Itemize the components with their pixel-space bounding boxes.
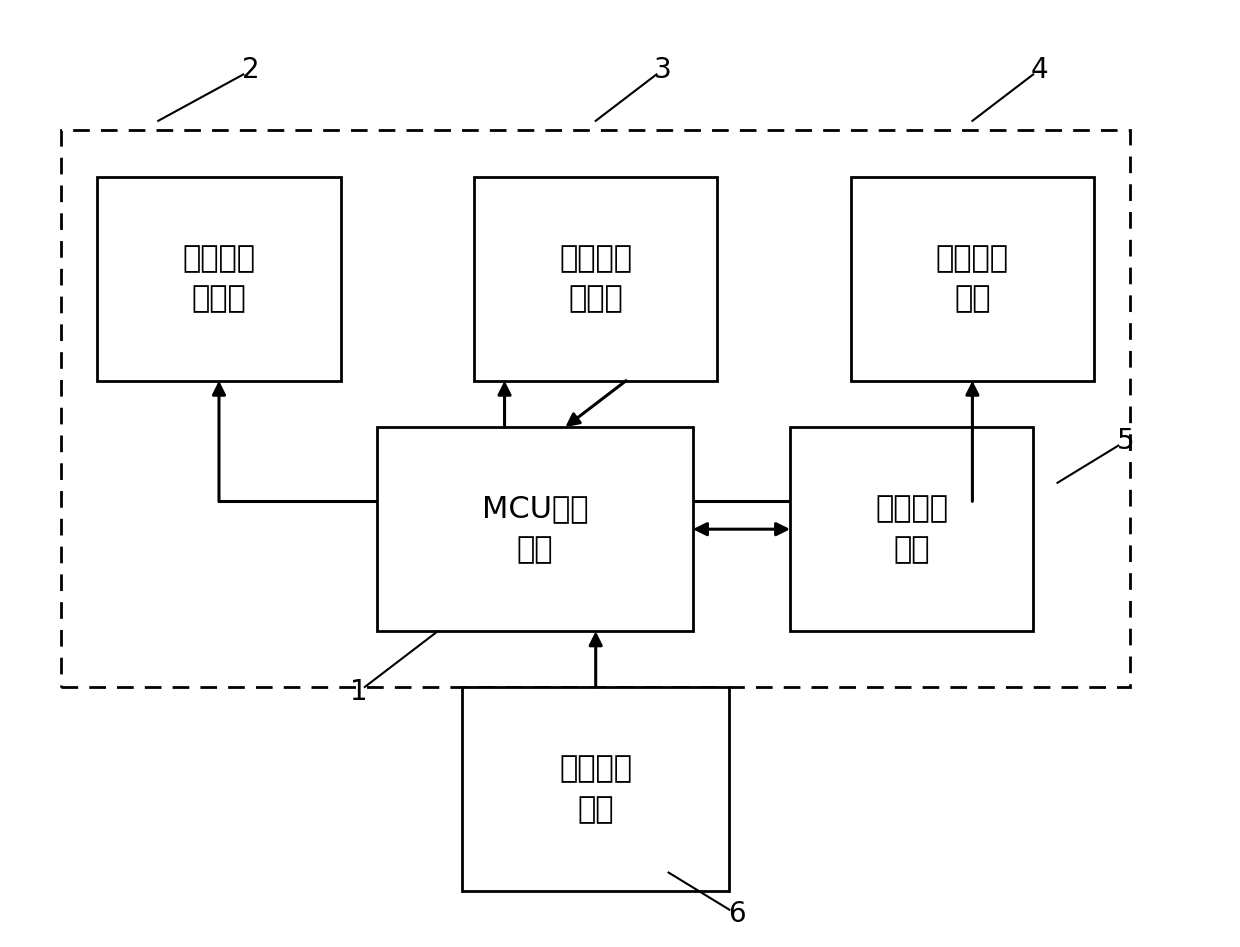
Bar [851,176,1094,381]
Bar [98,176,341,381]
Text: 3: 3 [653,56,672,83]
Bar [474,176,717,381]
Text: 4: 4 [1030,56,1049,83]
Text: 电源管理
单元: 电源管理 单元 [559,755,632,824]
Text: 光照度传
感器: 光照度传 感器 [936,244,1009,313]
Bar [377,427,693,632]
Bar [61,130,1131,687]
Text: 6: 6 [728,900,745,928]
Text: 5: 5 [1116,427,1135,456]
Text: 参考红外
传感器: 参考红外 传感器 [559,244,632,313]
Text: 火焰红外
传感器: 火焰红外 传感器 [182,244,255,313]
Bar [463,687,729,891]
Text: 2: 2 [242,57,259,84]
Bar [790,427,1033,632]
Text: 1: 1 [350,678,367,706]
Text: 无线通信
单元: 无线通信 单元 [875,494,949,563]
Text: MCU主控
单元: MCU主控 单元 [481,494,588,563]
